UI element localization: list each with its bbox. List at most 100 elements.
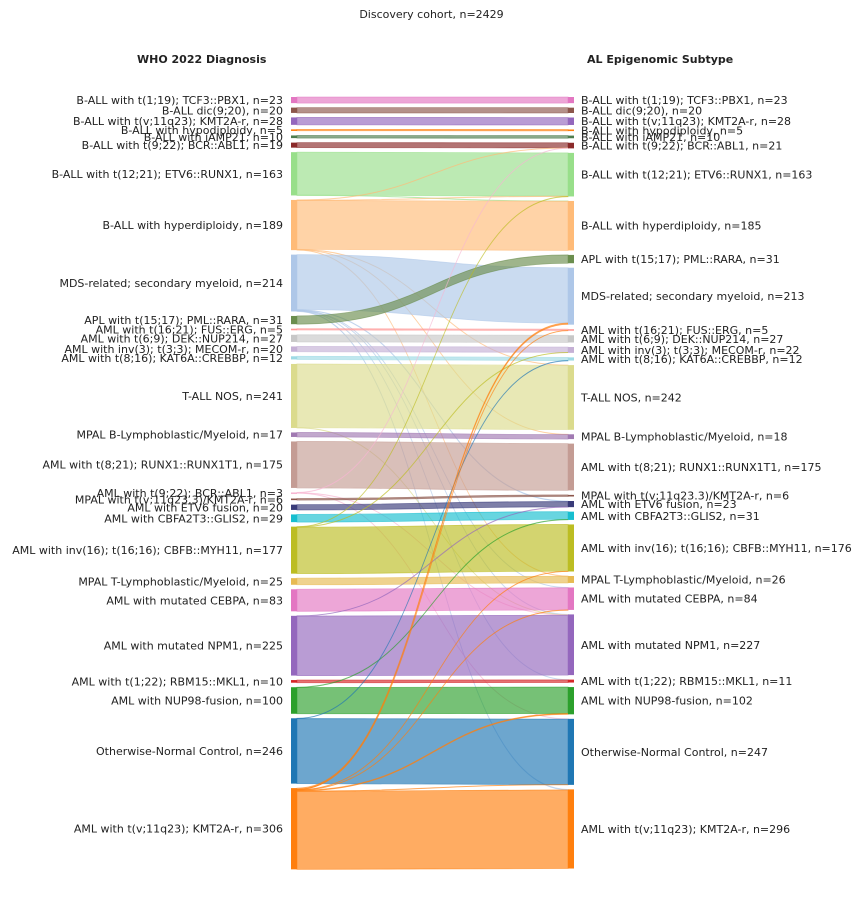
right-node-bar [568,357,574,361]
flow-layer [296,96,569,870]
left-node-bar [291,254,297,312]
figure-title: Discovery cohort, n=2429 [359,8,504,21]
left-node-label: APL with t(15;17); PML::RARA, n=31 [84,314,283,327]
right-node-label: B-ALL dic(9;20), n=20 [581,104,702,117]
right-node-bar [568,524,574,572]
left-node-bar [291,97,297,104]
left-node-label: Otherwise-Normal Control, n=246 [96,745,283,758]
flow-link [296,142,569,149]
right-node-bar [568,142,574,149]
right-node-bar [568,335,574,343]
left-node-bar [291,589,297,612]
right-node-bar [568,152,574,197]
flow-link [296,432,569,440]
right-node-label: APL with t(15;17); PML::RARA, n=31 [581,253,780,266]
flow-link [296,96,569,104]
flow-link [296,128,569,132]
left-node-bar [291,680,297,683]
left-node-bar [291,135,297,139]
flow-link [296,107,569,114]
left-node-bar [291,504,297,510]
right-node-label: B-ALL with t(v;11q23); KMT2A-r, n=28 [581,115,791,128]
left-node-label: B-ALL with t(v;11q23); KMT2A-r, n=28 [73,115,283,128]
right-node-bar [568,587,574,610]
left-node-bar [291,441,297,488]
right-node-label: AML with t(16;21); FUS::ERG, n=5 [581,324,768,337]
flow-link [296,334,569,343]
right-node-label: B-ALL with t(12;21); ETV6::RUNX1, n=163 [581,169,812,182]
left-node-bar [291,334,297,342]
right-node-bar [568,443,574,491]
left-node-bar [291,718,297,784]
left-node-label: AML with inv(16); t(16;16); CBFB::MYH11,… [12,544,283,557]
left-node-label: B-ALL with hyperdiploidy, n=189 [103,219,283,232]
right-node-label: MPAL B-Lymphoblastic/Myeloid, n=18 [581,431,788,444]
left-node-label: AML with inv(3); t(3;3); MECOM-r, n=20 [64,343,283,356]
left-node-bar [291,356,297,360]
flow-link [296,789,569,870]
right-node-label: AML with t(8;21); RUNX1::RUNX1T1, n=175 [581,461,822,474]
left-node-label: B-ALL with hypodiploidy, n=5 [121,124,283,137]
left-node-label: AML with mutated NPM1, n=225 [104,640,283,653]
left-node-label: B-ALL dic(9;20), n=20 [162,104,283,117]
left-node-bar [291,328,297,331]
right-node-bar [568,267,574,325]
right-node-bar [568,97,574,104]
left-axis-header: WHO 2022 Diagnosis [137,53,267,66]
left-node-bar [291,199,297,251]
left-node-label: AML with t(6;9); DEK::NUP214, n=27 [81,332,283,345]
right-node-bar [568,254,574,264]
right-node-bar [568,679,574,683]
left-node-bar [291,526,297,574]
flow-link [296,587,569,612]
right-node-label: B-ALL with iAMP21, n=10 [581,131,720,144]
right-node-bar [568,576,574,583]
right-node-label: B-ALL with t(1;19); TCF3::PBX1, n=23 [581,94,788,107]
left-node-bar [291,142,297,148]
right-node-label: B-ALL with hypodiploidy, n=5 [581,124,743,137]
right-node-label: AML with ETV6 fusion, n=23 [581,498,737,511]
flow-link [296,441,569,491]
flow-link [296,501,569,511]
left-node-bar [291,129,297,131]
left-node-label: AML with t(1;22); RBM15::MKL1, n=10 [72,675,283,688]
flow-link [296,135,569,139]
right-node-bar [568,346,574,353]
left-node-label: AML with t(16;21); FUS::ERG, n=5 [96,323,283,336]
left-node-label: AML with t(8;16); KAT6A::CREBBP, n=12 [61,352,283,365]
flow-link [296,524,569,575]
right-node-bar [568,718,574,785]
left-node-label: MPAL T-Lymphoblastic/Myeloid, n=25 [78,575,283,588]
right-node-label: T-ALL NOS, n=242 [580,391,682,404]
left-node-label: AML with NUP98-fusion, n=100 [111,694,283,707]
flow-link [296,117,569,126]
left-node-bar [291,117,297,125]
left-node-bar [291,152,297,196]
left-node-label: AML with t(8;21); RUNX1::RUNX1T1, n=175 [43,459,284,472]
right-node-label: B-ALL with hyperdiploidy, n=185 [581,220,761,233]
right-node-label: B-ALL with t(9;22); BCR::ABL1, n=21 [581,140,782,153]
right-node-bar [568,434,574,440]
left-node-bar [291,687,297,714]
right-node-label: MPAL with t(v;11q23.3)/KMT2A-r, n=6 [581,490,789,503]
left-node-bar [291,346,297,352]
flow-link [296,330,569,791]
right-node-bar [568,494,574,497]
left-node-label: AML with ETV6 fusion, n=20 [127,501,283,514]
flow-link [296,328,569,331]
right-node-label: AML with t(1;22); RBM15::MKL1, n=11 [581,675,792,688]
right-node-bar [568,200,574,251]
left-node-label: AML with t(v;11q23); KMT2A-r, n=306 [74,823,283,836]
left-node-bar [291,315,297,325]
left-node-bar [291,498,297,501]
left-node-label: B-ALL with t(1;19); TCF3::PBX1, n=23 [76,94,283,107]
left-node-bar [291,363,297,428]
node-layer [291,97,574,870]
left-node-bar [291,788,297,870]
right-node-bar [568,614,574,676]
right-node-bar [568,789,574,869]
label-layer: B-ALL with t(1;19); TCF3::PBX1, n=23B-AL… [12,94,852,836]
right-node-label: MDS-related; secondary myeloid, n=213 [581,290,805,303]
right-node-label: AML with inv(3); t(3;3); MECOM-r, n=22 [581,344,800,357]
